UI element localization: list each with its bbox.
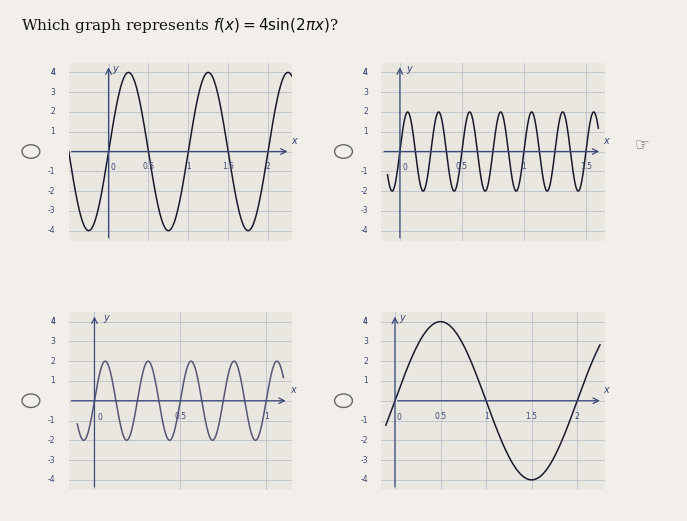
Text: Which graph represents $f(x)=4\sin(2\pi x)$?: Which graph represents $f(x)=4\sin(2\pi …	[21, 16, 339, 34]
Text: 0.5: 0.5	[174, 412, 186, 420]
Text: 4: 4	[363, 68, 368, 77]
Text: -2: -2	[48, 187, 55, 195]
Text: 1: 1	[363, 377, 368, 386]
Text: 1: 1	[186, 163, 191, 171]
Text: ☞: ☞	[635, 137, 650, 155]
Text: 2: 2	[363, 357, 368, 366]
Text: 3: 3	[50, 337, 55, 346]
Text: y: y	[400, 313, 405, 322]
Text: 2: 2	[363, 107, 368, 117]
Text: -1: -1	[361, 416, 368, 425]
Text: -4: -4	[360, 475, 368, 485]
Text: -3: -3	[47, 455, 55, 465]
Text: y: y	[113, 64, 118, 73]
Text: x: x	[291, 385, 296, 395]
Text: 0.5: 0.5	[434, 412, 447, 420]
Text: 0.5: 0.5	[456, 163, 468, 171]
Text: -2: -2	[361, 436, 368, 445]
Text: x: x	[604, 385, 609, 395]
Text: x: x	[291, 135, 297, 145]
Text: 0.5: 0.5	[142, 163, 155, 171]
Text: 1.5: 1.5	[580, 163, 592, 171]
Text: -3: -3	[47, 206, 55, 215]
Text: 4: 4	[50, 317, 55, 326]
Text: 2: 2	[266, 163, 271, 171]
Text: 1: 1	[51, 377, 55, 386]
Text: 1.5: 1.5	[222, 163, 234, 171]
Text: -4: -4	[47, 226, 55, 235]
Text: -2: -2	[48, 436, 55, 445]
Text: 0: 0	[98, 413, 103, 421]
Text: 2: 2	[51, 107, 55, 117]
Text: -4: -4	[360, 226, 368, 235]
Text: 4: 4	[50, 68, 55, 77]
Text: 2: 2	[51, 357, 55, 366]
Text: -1: -1	[48, 416, 55, 425]
Text: y: y	[103, 313, 109, 322]
Text: -4: -4	[47, 475, 55, 485]
Text: 3: 3	[363, 88, 368, 97]
Text: 4: 4	[50, 68, 55, 77]
Text: 1: 1	[264, 412, 269, 420]
Text: 1: 1	[363, 127, 368, 137]
Text: x: x	[603, 135, 609, 145]
Text: 4: 4	[50, 317, 55, 326]
Text: -3: -3	[360, 206, 368, 215]
Text: -1: -1	[48, 167, 55, 176]
Text: 1: 1	[521, 163, 526, 171]
Text: 1.5: 1.5	[526, 412, 538, 420]
Text: 3: 3	[363, 337, 368, 346]
Text: y: y	[406, 64, 412, 73]
Text: -2: -2	[361, 187, 368, 195]
Text: 0: 0	[110, 164, 115, 172]
Text: 0: 0	[397, 413, 402, 421]
Text: -3: -3	[360, 455, 368, 465]
Text: 1: 1	[484, 412, 488, 420]
Text: 1: 1	[51, 127, 55, 137]
Text: 3: 3	[50, 88, 55, 97]
Text: 2: 2	[575, 412, 580, 420]
Text: 4: 4	[363, 317, 368, 326]
Text: 0: 0	[403, 164, 407, 172]
Text: 4: 4	[363, 317, 368, 326]
Text: -1: -1	[361, 167, 368, 176]
Text: 4: 4	[363, 68, 368, 77]
